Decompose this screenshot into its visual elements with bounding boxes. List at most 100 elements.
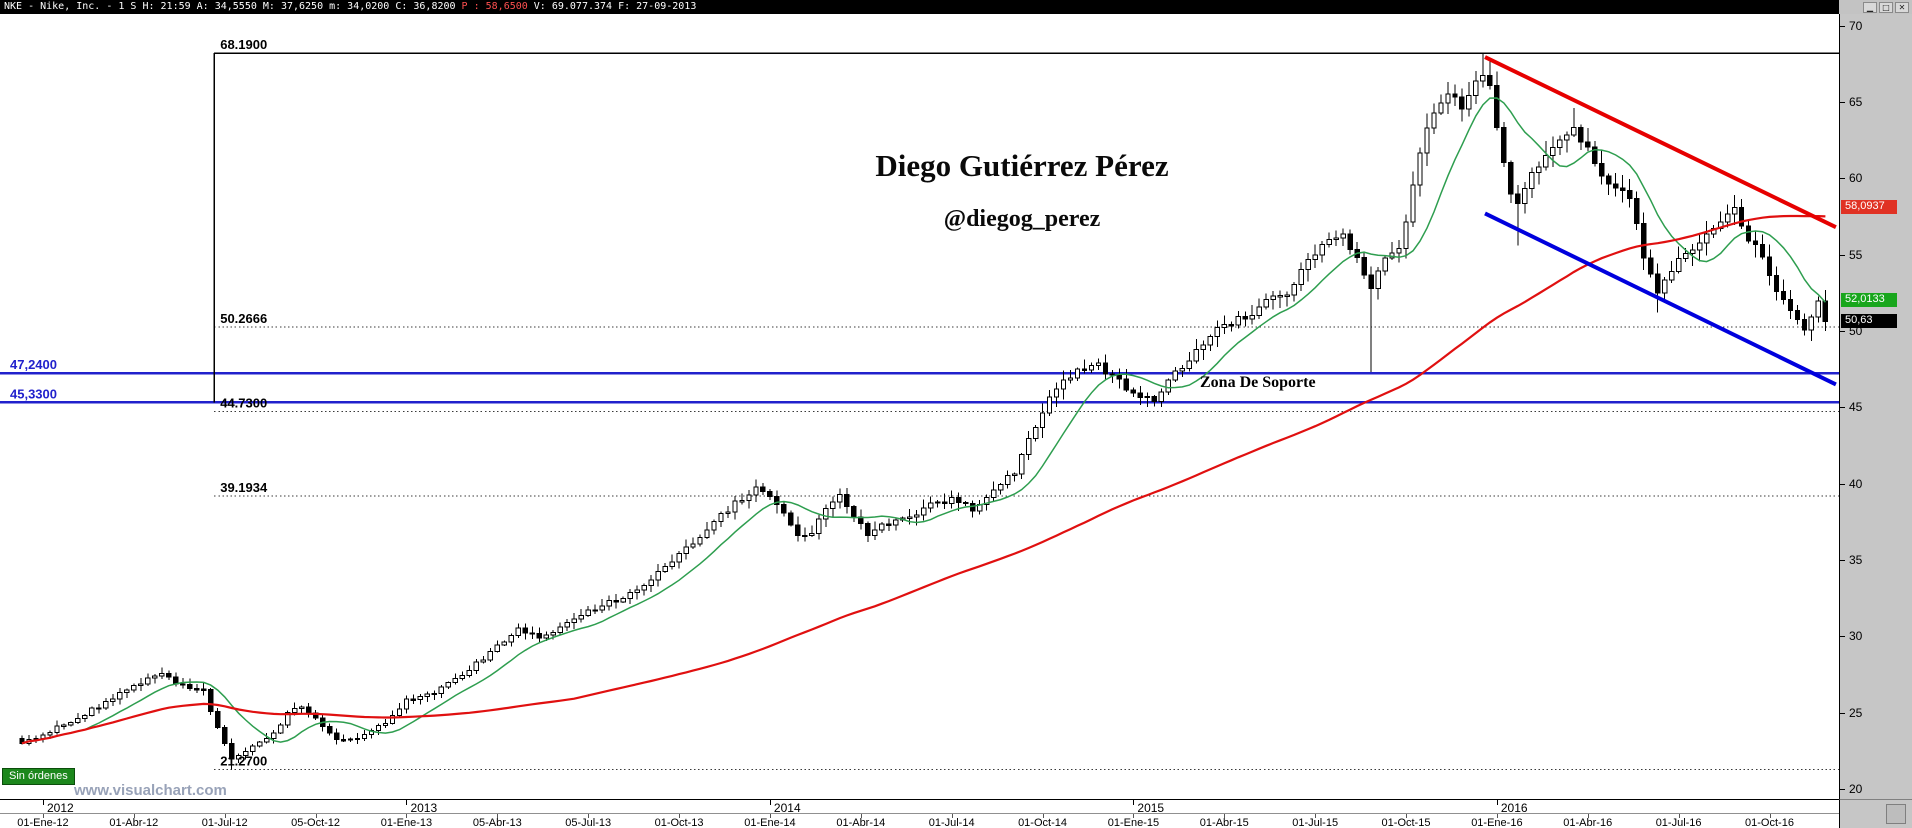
ma-fast-line	[21, 97, 1826, 745]
year-label: 2014	[773, 801, 801, 815]
level-label: 45,3300	[10, 386, 57, 401]
axis-tick-mark	[1840, 560, 1845, 562]
date-tick-mark	[1315, 814, 1317, 818]
axis-tick-mark	[1840, 712, 1845, 714]
orders-status-badge: Sin órdenes	[2, 768, 75, 785]
axis-tick-mark	[1840, 636, 1845, 638]
date-label: 01-Abr-14	[836, 817, 886, 828]
chart-plot-area: 68.1900 50.2666 44.7300 39.1934 21.2700 47,24…	[0, 14, 1839, 799]
axis-tick-label: 20	[1849, 782, 1863, 797]
level-labels-layer: 68.1900 50.2666 44.7300 39.1934 21.2700 47,24…	[10, 37, 268, 768]
window-titlebar: NKE - Nike, Inc. - 1 S H: 21:59 A: 34,55…	[0, 0, 1912, 14]
year-label: 2015	[1137, 801, 1165, 815]
price-tag-ma-slow: 58,0937	[1841, 200, 1897, 215]
price-tag-last-price: 50,63	[1841, 314, 1897, 329]
level-label: 21.2700	[220, 754, 267, 769]
date-label: 01-Abr-12	[109, 817, 159, 828]
axis-tick-mark	[1840, 789, 1845, 791]
year-tick-mark	[1133, 800, 1135, 805]
window-controls: ▁ □ ✕	[1839, 0, 1912, 14]
year-tick-mark	[769, 800, 771, 805]
date-label: 01-Ene-14	[744, 817, 796, 828]
year-tick-mark	[42, 800, 44, 805]
date-tick-mark	[315, 814, 317, 818]
date-tick-mark	[1496, 814, 1498, 818]
watermark-twitter-handle: @diegog_perez	[943, 206, 1101, 232]
axis-tick-label: 30	[1849, 629, 1863, 644]
date-label: 01-Oct-14	[1018, 817, 1067, 828]
axis-tick-label: 35	[1849, 553, 1863, 568]
close-button[interactable]: ✕	[1895, 1, 1909, 13]
date-tick-mark	[679, 814, 681, 818]
date-tick-mark	[1769, 814, 1771, 818]
date-label: 05-Abr-13	[472, 817, 522, 828]
date-label: 01-Abr-16	[1563, 817, 1613, 828]
level-label: 39.1934	[220, 480, 268, 495]
ma-slow-line	[21, 214, 1826, 745]
date-tick-mark	[951, 814, 953, 818]
date-label: 01-Jul-14	[928, 817, 975, 828]
chart-canvas[interactable]: 68.1900 50.2666 44.7300 39.1934 21.2700 47,24…	[0, 14, 1839, 799]
year-label: 2013	[410, 801, 438, 815]
years-row: 2012 2013 2014 2015 2016	[0, 799, 1839, 815]
axis-tick-mark	[1840, 483, 1845, 485]
price-tag-ma-fast: 52,0133	[1841, 293, 1897, 308]
axis-tick-mark	[1840, 101, 1845, 103]
axis-tick-mark	[1840, 407, 1845, 409]
level-label: 47,2400	[10, 357, 57, 372]
date-tick-mark	[1224, 814, 1226, 818]
ma-layer	[21, 97, 1826, 745]
restore-button[interactable]: □	[1879, 1, 1893, 13]
date-tick-mark	[1042, 814, 1044, 818]
lower-support-trendline[interactable]	[1484, 211, 1837, 387]
axis-tick-label: 70	[1849, 18, 1863, 33]
date-label: 01-Oct-15	[1381, 817, 1431, 828]
year-label: 2016	[1500, 801, 1528, 815]
axis-tick-label: 40	[1849, 476, 1863, 491]
date-label: 01-Jul-15	[1292, 817, 1339, 828]
levels-layer	[0, 52, 1839, 771]
level-label: 68.1900	[220, 37, 267, 52]
date-tick-mark	[1406, 814, 1408, 818]
axis-tick-label: 55	[1849, 247, 1863, 262]
titlebar-symbol-info: NKE - Nike, Inc. - 1 S H: 21:59 A: 34,55…	[4, 1, 456, 12]
date-tick-mark	[133, 814, 135, 818]
date-tick-mark	[406, 814, 408, 818]
date-label: 05-Jul-13	[565, 817, 612, 828]
date-tick-mark	[224, 814, 226, 818]
support-zone-label: Zona De Soporte	[1200, 374, 1316, 391]
axis-tick-label: 65	[1849, 94, 1863, 109]
titlebar-last-price: P : 58,6500	[461, 1, 528, 12]
date-tick-mark	[497, 814, 499, 818]
scroll-corner-button[interactable]	[1886, 804, 1906, 824]
axis-tick-label: 25	[1849, 705, 1863, 720]
level-label: 44.7300	[220, 395, 267, 410]
upper-resistance-trendline[interactable]	[1484, 55, 1837, 229]
date-label: 01-Ene-16	[1471, 817, 1523, 828]
date-label: 01-Ene-15	[1107, 817, 1160, 828]
titlebar-volume-info: V: 69.077.374 F: 27-09-2013	[533, 1, 697, 12]
axis-tick-mark	[1840, 178, 1845, 180]
year-label: 2012	[46, 801, 74, 815]
date-label: 01-Ene-12	[17, 817, 69, 828]
date-label: 01-Oct-16	[1745, 817, 1794, 828]
axis-tick-mark	[1840, 25, 1845, 27]
trendlines-layer	[1484, 55, 1837, 387]
date-label: 05-Oct-12	[291, 817, 341, 828]
date-tick-mark	[42, 814, 44, 818]
date-tick-mark	[860, 814, 862, 818]
level-label: 50.2666	[220, 311, 267, 326]
axis-corner	[1839, 799, 1912, 828]
date-tick-mark	[1133, 814, 1135, 818]
minimize-button[interactable]: ▁	[1863, 1, 1877, 13]
date-label: 01-Jul-12	[201, 817, 248, 828]
watermark-author: Diego Gutiérrez Pérez	[875, 148, 1169, 183]
date-label: 01-Oct-13	[654, 817, 704, 828]
date-tick-mark	[1678, 814, 1680, 818]
year-tick-mark	[406, 800, 408, 805]
price-axis[interactable]: 70 65 60 55 50 45 40 35 30 25 20 58,0937 52,0133 50,6…	[1839, 14, 1912, 799]
time-axis[interactable]: 01-Ene-12 01-Abr-12 01-Jul-12 05-Oct-12 01-E…	[0, 813, 1839, 828]
date-tick-mark	[769, 814, 771, 818]
date-tick-mark	[1587, 814, 1589, 818]
